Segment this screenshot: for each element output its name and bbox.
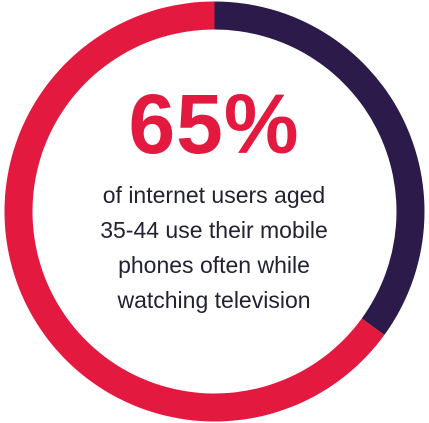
caption-line-3: phones often while: [118, 252, 310, 278]
caption-line-4: watching television: [117, 287, 311, 313]
caption-text: of internet users aged 35-44 use their m…: [64, 178, 364, 318]
donut-slice-1: [214, 1, 425, 335]
caption-line-1: of internet users aged: [102, 182, 326, 208]
caption-line-2: 35-44 use their mobile: [100, 217, 328, 243]
headline-percentage: 65%: [128, 77, 300, 171]
